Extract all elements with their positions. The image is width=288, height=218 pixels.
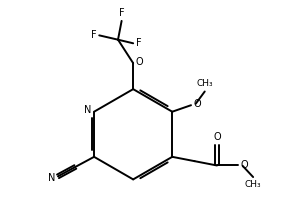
Text: F: F	[91, 30, 97, 40]
Text: F: F	[136, 38, 142, 48]
Text: O: O	[240, 160, 248, 170]
Text: O: O	[213, 132, 221, 142]
Text: N: N	[48, 174, 55, 184]
Text: O: O	[194, 99, 201, 109]
Text: O: O	[136, 57, 143, 67]
Text: CH₃: CH₃	[196, 79, 213, 88]
Text: F: F	[119, 8, 124, 18]
Text: CH₃: CH₃	[245, 180, 262, 189]
Text: N: N	[84, 105, 91, 115]
